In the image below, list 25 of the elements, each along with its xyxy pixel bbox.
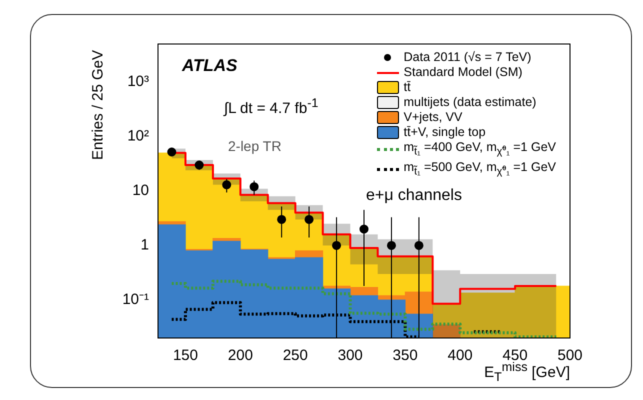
x-tick-label: 200 [228,347,253,364]
annotation: 2-lep TR [228,138,282,154]
annotation: ∫L dt = 4.7 fb$^{-1}$ [224,96,318,117]
legend-label: tt̄+V, single top [404,125,486,140]
x-tick-label: 400 [448,347,473,364]
y-tick-label: 10⁻¹ [122,291,149,308]
y-tick-label: 10 [132,182,149,200]
x-tick-label: 250 [282,347,308,364]
y-tick-label: 10² [127,128,149,145]
y-tick-label: 1 [140,236,149,254]
x-tick-label: 300 [338,347,363,364]
point [167,148,176,157]
legend-label: multijets (data estimate) [404,95,536,110]
legend-label: V+jets, VV [404,110,462,125]
annotation: e+μ channels [366,187,462,205]
legend-label: Data 2011 (√s = 7 TeV) [404,50,532,65]
legend-label: m$_{t̃₁}$ =500 GeV, m$_{χ̃⁰₁}$ =1 GeV [404,160,556,179]
annotation: ATLAS [182,56,238,76]
legend-label: tt̄ [404,80,411,95]
legend-label: Standard Model (SM) [404,65,522,80]
x-tick-label: 350 [392,347,418,364]
x-tick-label: 150 [172,347,198,364]
y-tick-label: 10³ [127,73,149,90]
y-axis-title: Entries / 25 GeV [90,50,106,160]
legend-label: m$_{t̃₁}$ =400 GeV, m$_{χ̃⁰₁}$ =1 GeV [404,140,556,160]
